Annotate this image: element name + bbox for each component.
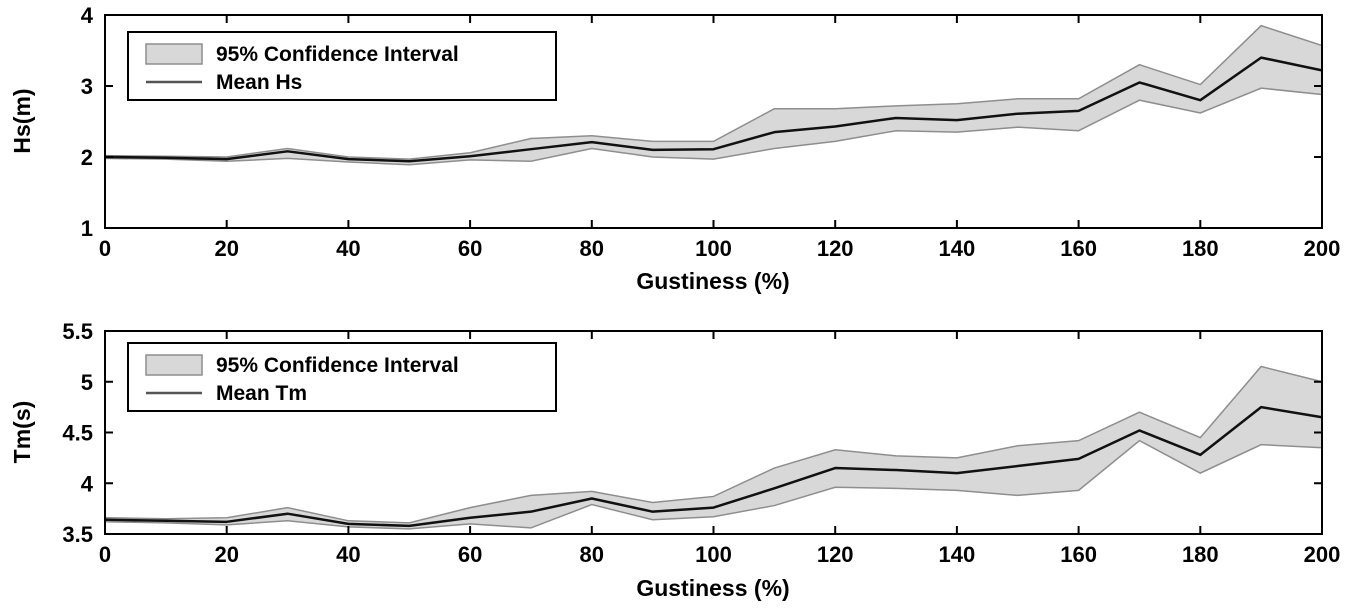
hs-mean-line bbox=[104, 56, 1323, 163]
hs-subplot: 0 20 40 60 80 100 120 140 160 180 200 1 2 3 4 Hs(m) Gu… bbox=[9, 3, 1341, 294]
svg-text:180: 180 bbox=[1182, 236, 1219, 261]
svg-text:160: 160 bbox=[1060, 542, 1097, 567]
hs-y-axis-label: Hs(m) bbox=[9, 88, 35, 153]
svg-text:5: 5 bbox=[81, 370, 93, 395]
svg-text:100: 100 bbox=[695, 236, 732, 261]
svg-text:80: 80 bbox=[580, 236, 604, 261]
tm-subplot: 0 20 40 60 80 100 120 140 160 180 200 3.5 4 4.5 5 5.5 T… bbox=[9, 319, 1340, 601]
svg-text:200: 200 bbox=[1304, 542, 1341, 567]
svg-text:4.5: 4.5 bbox=[62, 421, 93, 446]
svg-text:200: 200 bbox=[1304, 236, 1341, 261]
svg-text:40: 40 bbox=[336, 236, 360, 261]
svg-text:0: 0 bbox=[99, 542, 111, 567]
hs-x-axis-label: Gustiness (%) bbox=[636, 268, 789, 294]
tm-x-axis-label: Gustiness (%) bbox=[636, 575, 789, 601]
hs-legend-mean-label: Mean Hs bbox=[216, 71, 302, 94]
svg-text:20: 20 bbox=[214, 236, 238, 261]
svg-text:140: 140 bbox=[939, 236, 976, 261]
tm-legend-mean-label: Mean Tm bbox=[216, 382, 307, 405]
hs-ticks bbox=[104, 14, 1323, 229]
svg-text:80: 80 bbox=[580, 542, 604, 567]
tm-mean-line bbox=[104, 405, 1323, 528]
svg-text:20: 20 bbox=[214, 542, 238, 567]
svg-text:1: 1 bbox=[81, 216, 93, 241]
ci-band-swatch-icon bbox=[145, 43, 203, 65]
svg-text:4: 4 bbox=[81, 3, 94, 28]
svg-text:40: 40 bbox=[336, 542, 360, 567]
svg-text:4: 4 bbox=[81, 471, 94, 496]
svg-text:60: 60 bbox=[458, 236, 482, 261]
tm-ticks bbox=[104, 330, 1323, 535]
tm-tick-labels: 0 20 40 60 80 100 120 140 160 180 200 3.5 4 4.5 5 5.5 bbox=[62, 319, 1340, 567]
tm-legend: 95% Confidence Interval Mean Tm bbox=[127, 342, 557, 412]
tm-y-axis-label: Tm(s) bbox=[9, 401, 35, 464]
svg-text:120: 120 bbox=[817, 236, 854, 261]
svg-text:3: 3 bbox=[81, 74, 93, 99]
svg-text:140: 140 bbox=[939, 542, 976, 567]
svg-text:120: 120 bbox=[817, 542, 854, 567]
svg-text:160: 160 bbox=[1060, 236, 1097, 261]
svg-text:100: 100 bbox=[695, 542, 732, 567]
svg-text:3.5: 3.5 bbox=[62, 522, 93, 547]
svg-text:0: 0 bbox=[99, 236, 111, 261]
svg-text:5.5: 5.5 bbox=[62, 319, 93, 344]
hs-tick-labels: 0 20 40 60 80 100 120 140 160 180 200 1 2 3 4 bbox=[81, 3, 1341, 261]
ci-band-swatch-icon bbox=[145, 354, 203, 376]
hs-legend: 95% Confidence Interval Mean Hs bbox=[127, 31, 557, 101]
svg-text:180: 180 bbox=[1182, 542, 1219, 567]
svg-text:60: 60 bbox=[458, 542, 482, 567]
hs-legend-ci-label: 95% Confidence Interval bbox=[216, 43, 459, 66]
svg-text:2: 2 bbox=[81, 145, 93, 170]
tm-legend-ci-label: 95% Confidence Interval bbox=[216, 354, 459, 377]
